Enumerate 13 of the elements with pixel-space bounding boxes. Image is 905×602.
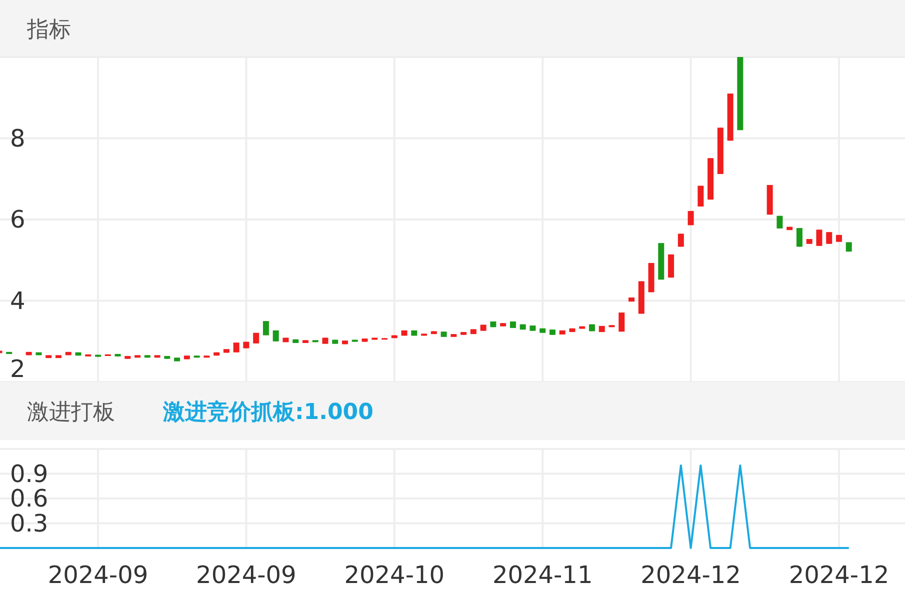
chart-title: 指标	[26, 18, 71, 42]
x-tick-label: 2024-09	[48, 561, 148, 589]
chart-title: 激进打板	[27, 400, 115, 425]
y-tick-label: 4	[10, 286, 26, 315]
y-tick-label: 6	[10, 206, 26, 234]
x-tick-label: 2024-12	[788, 561, 890, 589]
text: 激进竞价抓板:1.000	[162, 399, 374, 425]
x-tick-label: 2024-11	[492, 561, 593, 589]
x-tick-label: 2024-12	[640, 561, 741, 589]
x-tick-label: 2024-09	[196, 561, 296, 589]
y-tick-label: 2	[10, 355, 26, 383]
x-tick-label: 2024-10	[344, 561, 445, 589]
y-tick-label: 8	[10, 124, 26, 152]
